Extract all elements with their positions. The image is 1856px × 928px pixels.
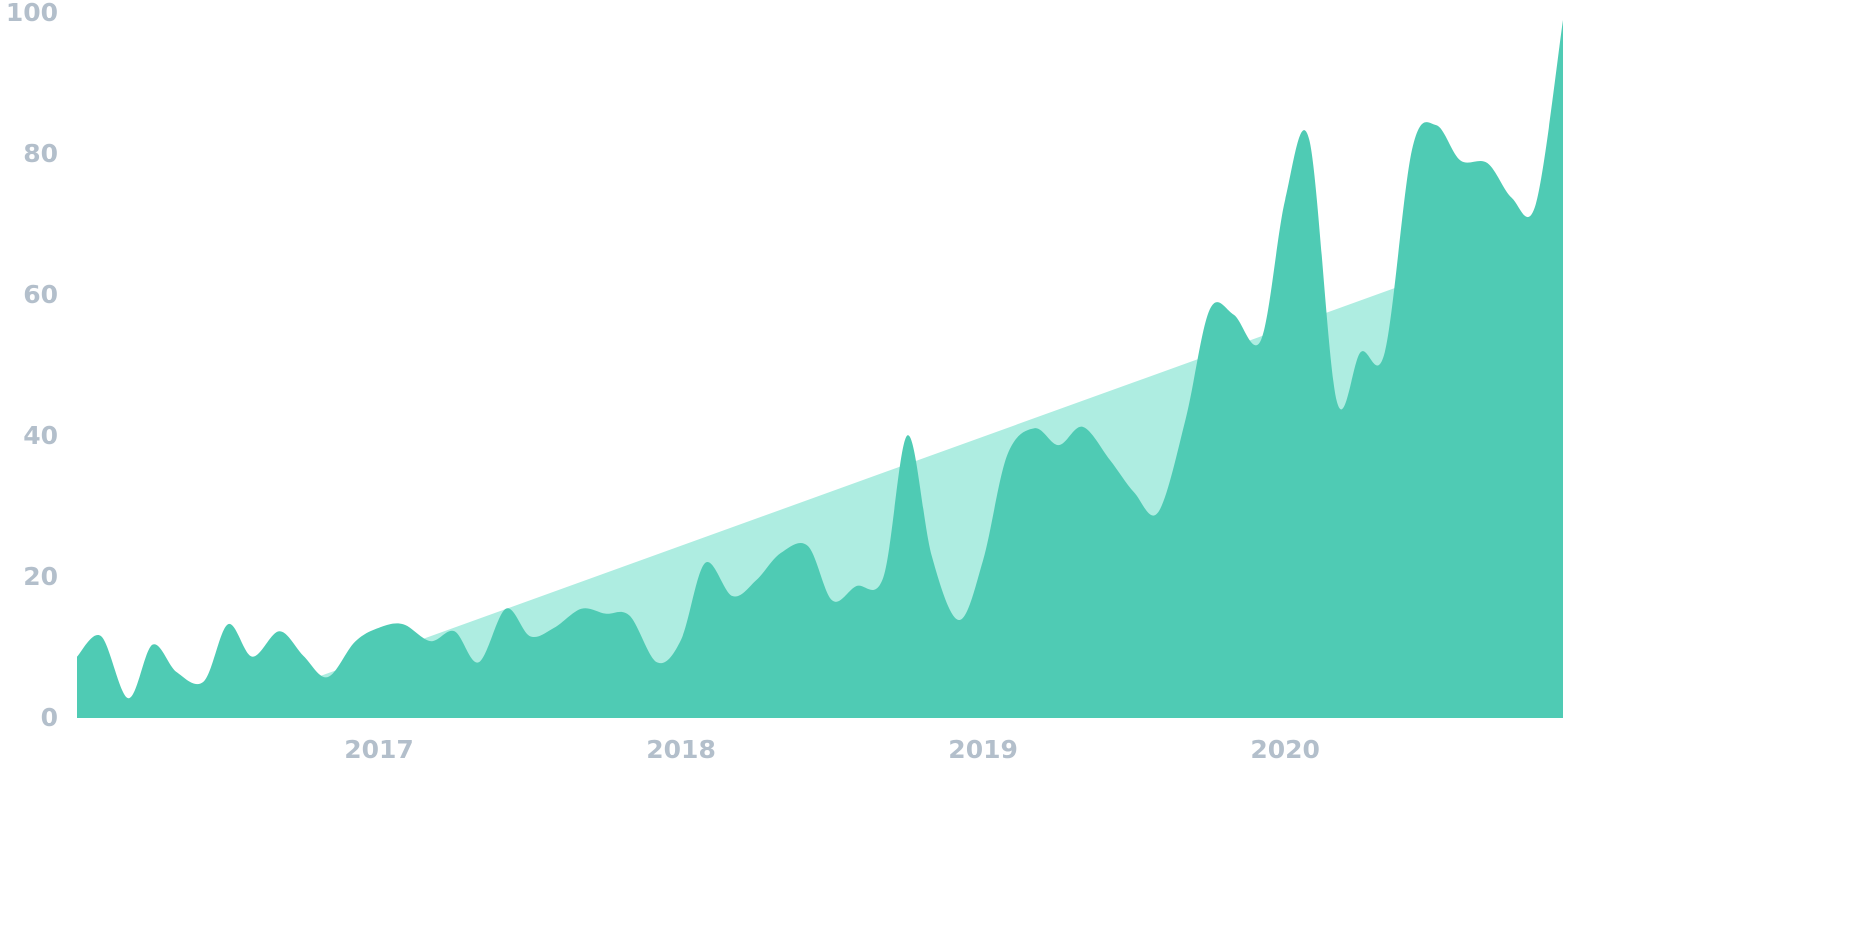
y-tick-label: 80 [23, 139, 58, 168]
y-tick-label: 0 [41, 703, 58, 732]
y-tick-label: 40 [23, 421, 58, 450]
plot-area [77, 20, 1563, 718]
y-tick-label: 60 [23, 280, 58, 309]
x-tick-label: 2020 [1250, 735, 1320, 764]
area-series [77, 20, 1563, 718]
y-tick-label: 100 [6, 0, 58, 27]
x-tick-label: 2017 [344, 735, 414, 764]
x-tick-label: 2019 [948, 735, 1018, 764]
y-tick-label: 20 [23, 562, 58, 591]
x-tick-label: 2018 [646, 735, 716, 764]
